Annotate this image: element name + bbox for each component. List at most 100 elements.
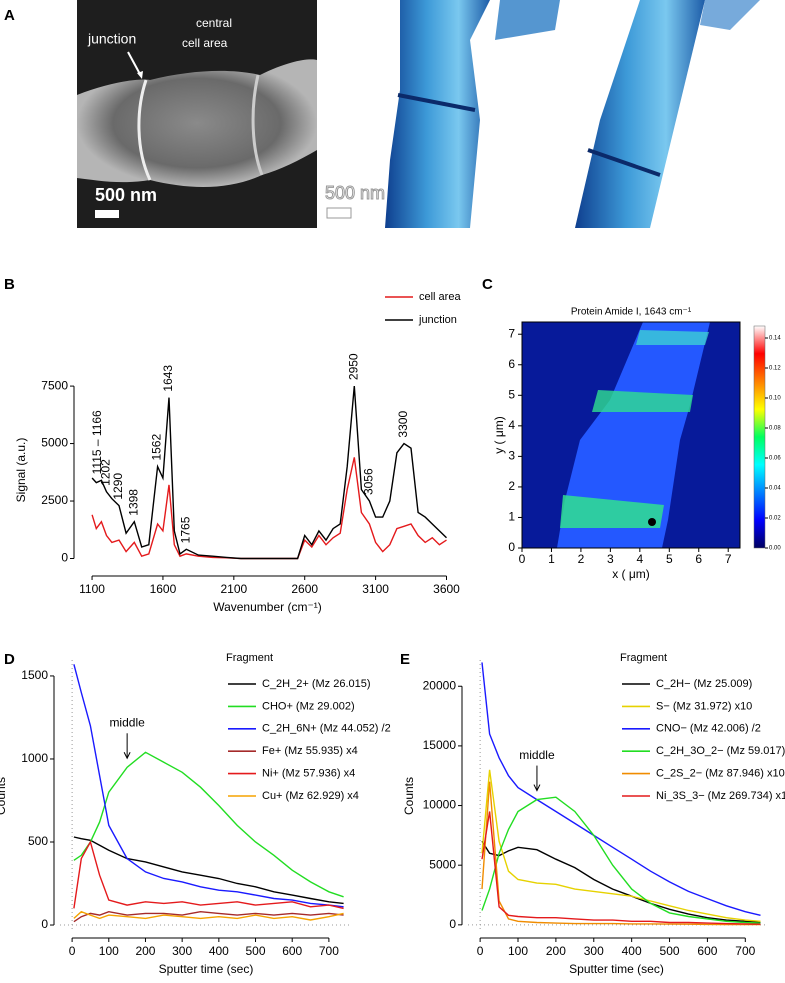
x-tick-label: 400 [622,944,642,958]
heatmap-spot [648,518,656,526]
annotation: cell area [182,36,228,50]
y-tick-label: 2 [508,479,515,493]
annotation: middle [519,748,555,762]
y-axis-title: y ( μm) [492,416,506,454]
x-tick-label: 500 [246,944,266,958]
arrow-head [137,71,143,79]
y-tick-label: 1000 [21,751,48,765]
series-line [73,751,344,898]
peak-label: 1202 [99,459,113,486]
heatmap-stripe [636,330,709,345]
x-tick-label: 700 [319,944,339,958]
x-tick-label: 0 [69,944,76,958]
y-axis-title: Counts [402,777,416,815]
x-tick-label: 100 [508,944,528,958]
panel-label: D [4,651,15,668]
x-tick-label: 200 [546,944,566,958]
legend-title: Fragment [620,652,667,664]
plot-frame [521,321,741,549]
scale-bar [326,207,352,219]
y-tick-label: 0 [61,551,68,565]
x-tick-label: 3100 [362,582,389,596]
series-line [481,781,761,926]
series-line [91,386,447,560]
colorbar-tick-label: 0.08 [769,426,781,432]
chart-title: Protein Amide I, 1643 cm⁻¹ [571,307,692,318]
peak-label: 1765 [179,516,193,543]
junction-line [137,79,152,181]
colorbar-tick-label: 0.00 [769,546,781,552]
series-line [73,836,344,905]
peak-label: 1398 [126,489,140,516]
series-line [481,840,761,924]
legend-label: Ni_3S_3− (Mz 269.734) x10 [656,790,785,802]
x-tick-label: 300 [172,944,192,958]
x-tick-label: 1 [548,552,555,566]
y-tick-label: 1 [508,510,515,524]
x-tick-label: 1600 [150,582,177,596]
legend-label: Fe+ (Mz 55.935) x4 [262,745,358,757]
scale-bar-label: 500 nm [325,183,385,203]
series-line [73,840,344,910]
y-tick-label: 0 [41,917,48,931]
y-tick-label: 1500 [21,668,48,682]
x-tick-label: 100 [99,944,119,958]
panel-label: A [4,7,15,24]
arrow [127,51,142,77]
legend-label: Ni+ (Mz 57.936) x4 [262,768,355,780]
panel-label: E [400,651,410,668]
series-line [73,910,344,921]
colorbar-tick-label: 0.06 [769,456,781,462]
legend-label: CNO− (Mz 42.006) /2 [656,723,761,735]
x-tick-label: 600 [282,944,302,958]
y-tick-label: 4 [508,418,515,432]
render-3d [700,0,760,30]
heatmap-stripe [592,390,693,412]
panel-label: B [4,276,15,293]
peak-label: 1643 [161,365,175,392]
render-3d [495,0,560,40]
legend-label: cell area [419,291,461,303]
peak-label: 1115 – 1166 [90,410,104,474]
peak-label: 3056 [362,468,376,495]
y-tick-label: 7500 [41,378,68,392]
x-tick-label: 600 [697,944,717,958]
heatmap-stripe [560,495,664,528]
x-axis-title: Sputter time (sec) [159,962,254,976]
panel-a: junction central cell area 500 nm 500 nm [77,0,760,228]
x-axis-title: Wavenumber (cm⁻¹) [213,600,322,614]
x-tick-label: 0 [477,944,484,958]
y-tick-label: 5000 [41,436,68,450]
heatmap-band [557,322,710,548]
y-tick-label: 0 [508,540,515,554]
scale-bar-label: 500 nm [95,185,157,205]
series-line [481,796,761,924]
legend-label: C_2S_2− (Mz 87.946) x10 [656,768,785,780]
y-tick-label: 7 [508,326,515,340]
series-line [73,664,344,908]
panel-label: C [482,276,493,293]
series-line [73,910,344,923]
x-tick-label: 2100 [220,582,247,596]
x-tick-label: 6 [695,552,702,566]
x-axis-title: x ( μm) [612,567,650,581]
colorbar-tick-label: 0.12 [769,366,781,372]
annotation: central [196,16,232,30]
junction-line [251,74,264,176]
y-axis-title: Counts [0,777,8,815]
y-tick-label: 6 [508,357,515,371]
peak-label: 2950 [347,353,361,380]
x-tick-label: 400 [209,944,229,958]
legend-label: C_2H_3O_2− (Mz 59.017) [656,745,785,757]
x-tick-label: 1100 [79,582,105,596]
x-tick-label: 700 [735,944,755,958]
annotation: middle [109,715,145,729]
legend-label: C_2H− (Mz 25.009) [656,678,752,690]
x-tick-label: 500 [660,944,680,958]
colorbar-tick-label: 0.04 [769,486,781,492]
render-junction [397,93,476,112]
render-3d [385,0,490,228]
series-line [481,769,761,922]
scale-bar [95,210,119,218]
annotation-arrow-head [533,784,541,792]
